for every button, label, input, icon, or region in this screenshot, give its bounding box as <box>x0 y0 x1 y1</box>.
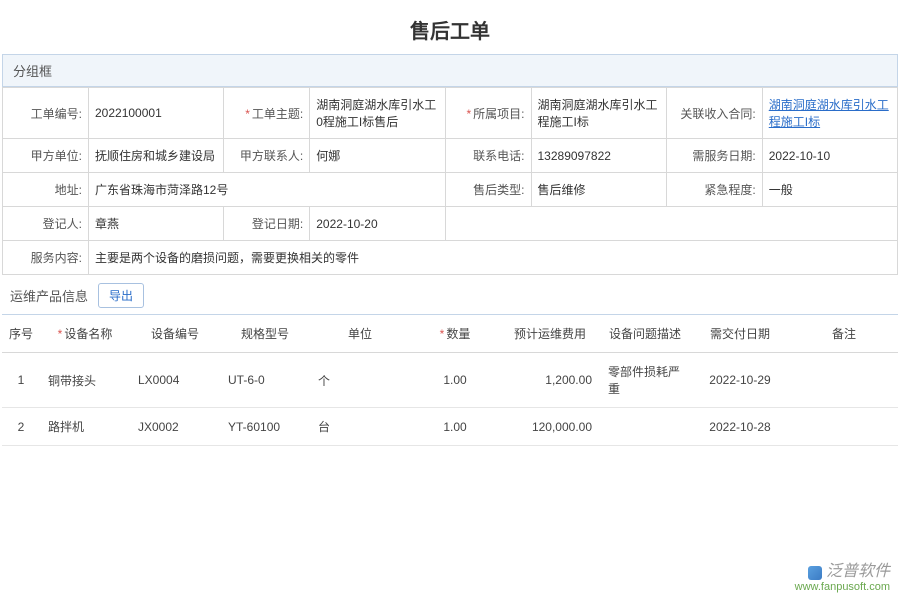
project-value: 湖南洞庭湖水库引水工程施工I标 <box>531 88 666 139</box>
col-unit: 单位 <box>310 315 410 353</box>
subject-label: *工单主题: <box>224 88 310 139</box>
group-header: 分组框 <box>2 54 898 87</box>
registrant-value: 章燕 <box>89 207 224 241</box>
cell-due: 2022-10-28 <box>690 408 790 446</box>
logo-icon <box>808 566 822 580</box>
cell-unit: 个 <box>310 353 410 408</box>
cell-qty: 1.00 <box>410 408 500 446</box>
col-remark: 备注 <box>790 315 898 353</box>
col-issue: 设备问题描述 <box>600 315 690 353</box>
cell-issue: 零部件损耗严重 <box>600 353 690 408</box>
contract-value: 湖南洞庭湖水库引水工程施工I标 <box>762 88 897 139</box>
brand-url: www.fanpusoft.com <box>795 581 890 594</box>
content-value: 主要是两个设备的磨损问题，需要更换相关的零件 <box>89 241 898 275</box>
col-seq: 序号 <box>2 315 40 353</box>
cell-seq: 1 <box>2 353 40 408</box>
cell-remark <box>790 408 898 446</box>
cell-cost: 1,200.00 <box>500 353 600 408</box>
table-header-row: 序号 *设备名称 设备编号 规格型号 单位 *数量 预计运维费用 设备问题描述 … <box>2 315 898 353</box>
subject-value: 湖南洞庭湖水库引水工0程施工I标售后 <box>310 88 445 139</box>
cell-issue <box>600 408 690 446</box>
cell-due: 2022-10-29 <box>690 353 790 408</box>
cell-cost: 120,000.00 <box>500 408 600 446</box>
table-row: 2路拌机JX0002YT-60100台1.00120,000.00 2022-10… <box>2 408 898 446</box>
watermark: 泛普软件 www.fanpusoft.com <box>795 562 890 594</box>
cell-unit: 台 <box>310 408 410 446</box>
col-qty: *数量 <box>410 315 500 353</box>
cell-device-name: 路拌机 <box>40 408 130 446</box>
cell-device-no: LX0004 <box>130 353 220 408</box>
cell-seq: 2 <box>2 408 40 446</box>
phone-label: 联系电话: <box>445 139 531 173</box>
table-row: 1铜带接头LX0004UT-6-0个1.001,200.00零部件损耗严重202… <box>2 353 898 408</box>
reg-date-label: 登记日期: <box>224 207 310 241</box>
cell-qty: 1.00 <box>410 353 500 408</box>
address-label: 地址: <box>3 173 89 207</box>
cell-spec: UT-6-0 <box>220 353 310 408</box>
content-label: 服务内容: <box>3 241 89 275</box>
project-label: *所属项目: <box>445 88 531 139</box>
page-title: 售后工单 <box>0 0 900 54</box>
col-cost: 预计运维费用 <box>500 315 600 353</box>
party-a-value: 抚顺住房和城乡建设局 <box>89 139 224 173</box>
phone-value: 13289097822 <box>531 139 666 173</box>
col-device-no: 设备编号 <box>130 315 220 353</box>
service-date-label: 需服务日期: <box>666 139 762 173</box>
col-device-name: *设备名称 <box>40 315 130 353</box>
party-a-label: 甲方单位: <box>3 139 89 173</box>
section-header: 运维产品信息 导出 <box>2 275 898 315</box>
reg-date-value: 2022-10-20 <box>310 207 445 241</box>
order-no-value: 2022100001 <box>89 88 224 139</box>
type-value: 售后维修 <box>531 173 666 207</box>
col-spec: 规格型号 <box>220 315 310 353</box>
brand-text: 泛普软件 <box>826 563 890 580</box>
address-value: 广东省珠海市菏泽路12号 <box>89 173 446 207</box>
product-table: 序号 *设备名称 设备编号 规格型号 单位 *数量 预计运维费用 设备问题描述 … <box>2 315 898 446</box>
cell-spec: YT-60100 <box>220 408 310 446</box>
cell-device-no: JX0002 <box>130 408 220 446</box>
empty-cell <box>445 207 898 241</box>
cell-device-name: 铜带接头 <box>40 353 130 408</box>
type-label: 售后类型: <box>445 173 531 207</box>
export-button[interactable]: 导出 <box>98 283 144 308</box>
urgency-label: 紧急程度: <box>666 173 762 207</box>
cell-remark <box>790 353 898 408</box>
urgency-value: 一般 <box>762 173 897 207</box>
contract-label: 关联收入合同: <box>666 88 762 139</box>
form-table: 工单编号: 2022100001 *工单主题: 湖南洞庭湖水库引水工0程施工I标… <box>2 87 898 275</box>
contact-label: 甲方联系人: <box>224 139 310 173</box>
order-no-label: 工单编号: <box>3 88 89 139</box>
contact-value: 何娜 <box>310 139 445 173</box>
section-title: 运维产品信息 <box>10 286 88 305</box>
col-due: 需交付日期 <box>690 315 790 353</box>
contract-link[interactable]: 湖南洞庭湖水库引水工程施工I标 <box>769 98 889 129</box>
registrant-label: 登记人: <box>3 207 89 241</box>
service-date-value: 2022-10-10 <box>762 139 897 173</box>
